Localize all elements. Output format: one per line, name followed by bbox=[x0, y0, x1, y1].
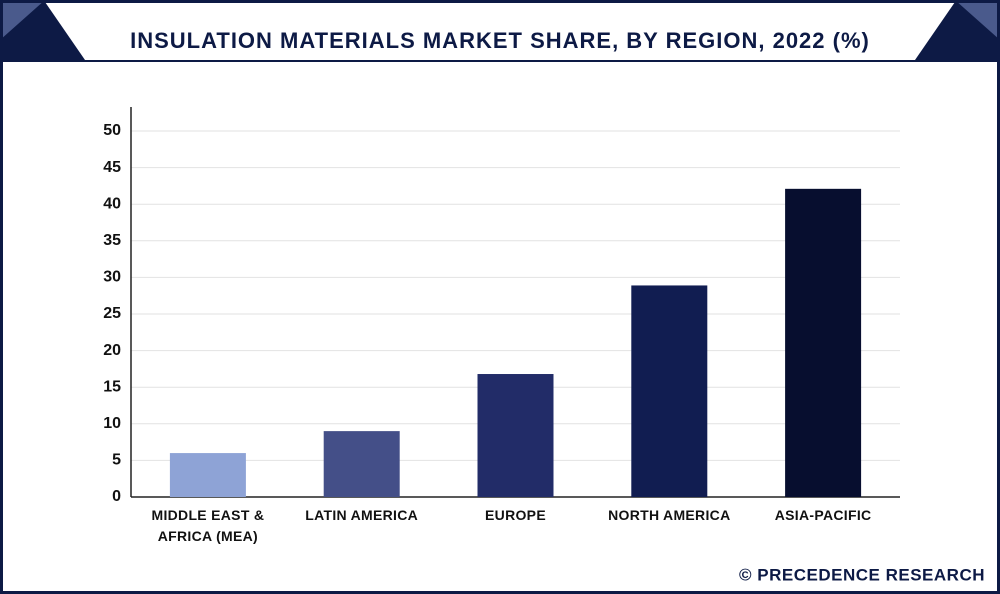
chart-title: INSULATION MATERIALS MARKET SHARE, BY RE… bbox=[130, 28, 870, 53]
header-plate bbox=[45, 2, 955, 60]
corner bbox=[955, 0, 1000, 40]
y-tick-label: 35 bbox=[103, 232, 121, 249]
bar bbox=[477, 374, 554, 497]
y-tick-label: 0 bbox=[112, 488, 121, 505]
y-tick-label: 20 bbox=[103, 342, 121, 359]
bar bbox=[631, 285, 708, 497]
x-tick-label: EUROPE bbox=[485, 507, 546, 523]
y-tick-label: 45 bbox=[103, 159, 121, 176]
y-tick-label: 40 bbox=[103, 195, 121, 212]
y-tick-label: 5 bbox=[112, 452, 121, 469]
bar bbox=[169, 453, 246, 497]
source: © PRECEDENCE RESEARCH bbox=[739, 565, 985, 584]
y-tick-label: 25 bbox=[103, 305, 121, 322]
x-tick-label: MIDDLE EAST & AFRICA (MEA) bbox=[151, 507, 265, 544]
x-tick-label: ASIA-PACIFIC bbox=[774, 507, 872, 523]
x-tick-label: NORTH AMERICA bbox=[608, 507, 731, 523]
y-tick-label: 10 bbox=[103, 415, 121, 432]
corner bbox=[0, 0, 45, 40]
y-tick-label: 30 bbox=[103, 269, 121, 286]
x-tick-label: LATIN AMERICA bbox=[305, 507, 419, 523]
bar bbox=[785, 188, 862, 497]
y-tick-label: 50 bbox=[103, 122, 121, 139]
y-tick-label: 15 bbox=[103, 378, 121, 395]
bar bbox=[323, 431, 400, 497]
